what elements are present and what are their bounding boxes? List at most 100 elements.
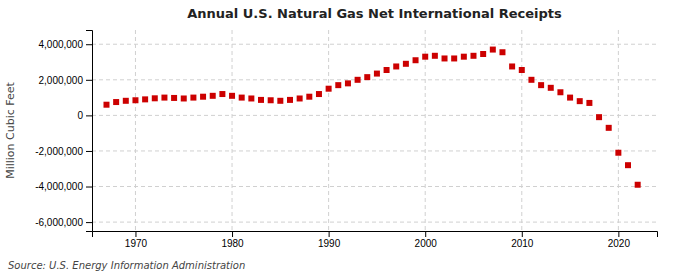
point [123,98,129,104]
point [635,182,641,188]
point [277,98,283,104]
point [596,114,602,120]
x-tick-mark [232,231,233,237]
point [442,55,448,61]
point [248,95,254,101]
x-tick-label: 2020 [608,238,631,249]
point [567,95,573,101]
title: Annual U.S. Natural Gas Net Internationa… [187,6,562,21]
y-tick: 4,000,000 [39,39,93,50]
point [384,67,390,73]
point [413,57,419,63]
x-grid-line [618,30,619,231]
chart-container: 197019801990200020102020-6,000,000-4,000… [0,0,675,275]
y-tick-mark [86,44,92,45]
point [297,95,303,101]
x-tick-label: 1990 [318,238,341,249]
point [538,82,544,88]
x-tick-mark [135,231,136,237]
markers [103,47,640,188]
grid [92,30,657,231]
x-tick-mark [522,231,523,237]
point [586,100,592,106]
point [181,95,187,101]
x-tick: 1990 [318,231,341,249]
y-tick: -6,000,000 [35,217,92,228]
y-tick-label: 0 [77,110,83,121]
y-tick-mark [86,222,92,223]
point [519,67,525,73]
point [374,71,380,77]
y-tick-label: -2,000,000 [35,146,83,157]
x-grid-line [521,30,522,231]
point [548,85,554,91]
point [499,49,505,55]
point [316,91,322,97]
y-axis: -6,000,000 -4,000,000 -2,000,000 0 2,000,000… [35,31,92,232]
point [422,54,428,60]
point [470,53,476,59]
point [461,54,467,60]
point [161,95,167,101]
x-tick-label: 2010 [511,238,534,249]
x-tick-mark [329,231,330,237]
y-tick: -4,000,000 [35,181,92,192]
point [113,99,119,105]
point [490,47,496,53]
point [229,93,235,99]
x-tick: 2020 [608,231,631,249]
y-grid-line [92,115,657,116]
point [345,80,351,86]
x-axis: 197019801990200020102020 [93,231,658,249]
y-tick-mark [86,115,92,116]
y-grid-line [92,79,657,80]
y-axis-line [86,31,93,232]
x-grid-line [232,30,233,231]
x-tick-mark [618,231,619,237]
point [557,89,563,95]
point [615,150,621,156]
y-tick: 2,000,000 [39,75,93,86]
point [509,63,515,69]
x-tick: 1970 [125,231,148,249]
y-tick: 0 [77,110,92,121]
point [142,96,148,102]
x-grid-line [135,30,136,231]
point [210,93,216,99]
point [152,95,158,101]
y-tick-label: -6,000,000 [35,217,83,228]
y-tick-label: 4,000,000 [39,39,84,50]
point [190,95,196,101]
chart-svg: 197019801990200020102020-6,000,000-4,000… [0,0,675,275]
point [606,125,612,131]
point [239,95,245,101]
x-axis-line [93,232,658,238]
point [403,61,409,67]
y-grid-line [92,150,657,151]
point [335,82,341,88]
plot-area: 197019801990200020102020-6,000,000-4,000… [35,30,657,249]
point [258,97,264,103]
point [171,95,177,101]
y-tick-label: -4,000,000 [35,181,83,192]
point [625,162,631,168]
point [577,98,583,104]
x-tick-label: 2000 [415,238,438,249]
y-tick-label: 2,000,000 [39,75,84,86]
x-tick: 2010 [511,231,534,249]
point [480,51,486,57]
point [355,77,361,83]
y-tick-mark [86,187,92,188]
point [364,74,370,80]
point [306,94,312,100]
point [200,94,206,100]
x-tick: 2000 [415,231,438,249]
point [103,102,109,108]
x-grid-line [328,30,329,231]
y-grid-line [92,222,657,223]
x-tick-mark [425,231,426,237]
y-axis-title: Million Cubic Feet [4,81,17,178]
point [451,55,457,61]
point [393,63,399,69]
point [268,97,274,103]
